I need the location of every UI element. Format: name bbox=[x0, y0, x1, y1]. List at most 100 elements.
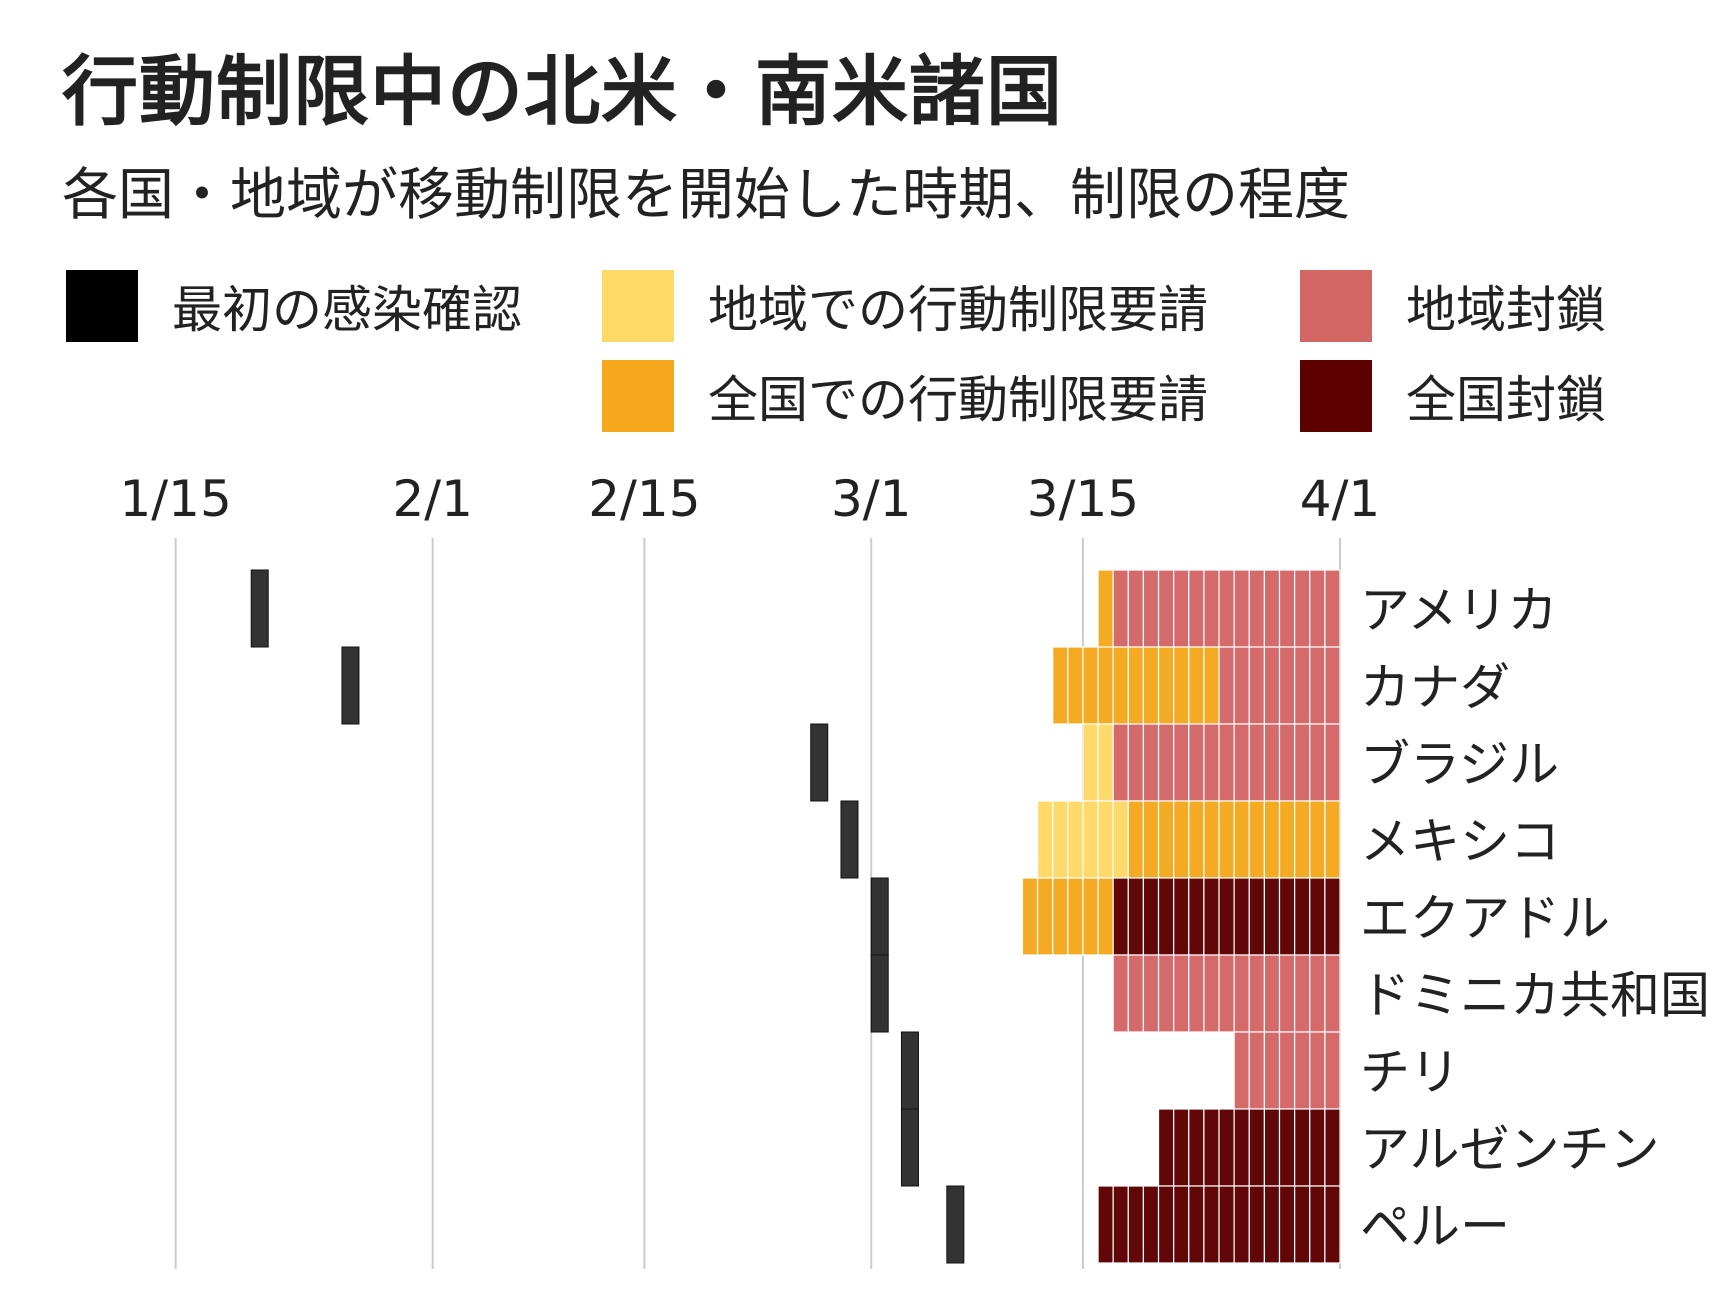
restriction-cell bbox=[1097, 569, 1114, 648]
country-label: エクアドル bbox=[1360, 890, 1610, 948]
restriction-cell bbox=[1278, 1031, 1296, 1110]
restriction-cell bbox=[1248, 877, 1265, 956]
restriction-cell bbox=[1173, 800, 1190, 879]
restriction-cell bbox=[1218, 1185, 1235, 1264]
restriction-cell bbox=[1203, 800, 1220, 879]
restriction-cell bbox=[1309, 1185, 1326, 1264]
restriction-cell bbox=[1082, 877, 1099, 956]
country-label: チリ bbox=[1360, 1044, 1460, 1102]
restriction-cell bbox=[1263, 1108, 1281, 1187]
restriction-cell bbox=[1097, 1185, 1114, 1264]
restriction-cell bbox=[1309, 954, 1326, 1033]
restriction-cell bbox=[1248, 1185, 1265, 1264]
restriction-cell bbox=[1142, 877, 1160, 956]
restriction-cell bbox=[1324, 646, 1341, 725]
restriction-cell bbox=[1278, 1108, 1296, 1187]
restriction-cell bbox=[1112, 800, 1129, 879]
restriction-cell bbox=[1127, 800, 1145, 879]
chart-subtitle: 各国・地域が移動制限を開始した時期、制限の程度 bbox=[62, 163, 1350, 228]
restriction-cell bbox=[1324, 800, 1341, 879]
first-case-marker bbox=[870, 954, 889, 1033]
restriction-cell bbox=[1112, 723, 1129, 802]
restriction-cell bbox=[1294, 1108, 1311, 1187]
restriction-cell bbox=[1142, 954, 1160, 1033]
legend-item-national-request: 全国での行動制限要請 bbox=[602, 360, 1208, 432]
restriction-cell bbox=[1173, 1108, 1190, 1187]
restriction-cell bbox=[1278, 646, 1296, 725]
country-label: ペルー bbox=[1360, 1198, 1510, 1256]
country-label: ドミニカ共和国 bbox=[1360, 967, 1710, 1025]
country-label: アルゼンチン bbox=[1360, 1121, 1660, 1179]
restriction-cell bbox=[1112, 954, 1129, 1033]
restriction-cell bbox=[1127, 569, 1145, 648]
restriction-cell bbox=[1097, 723, 1114, 802]
legend-swatch-regional-request bbox=[602, 270, 674, 342]
restriction-cell bbox=[1218, 800, 1235, 879]
first-case-marker bbox=[840, 800, 859, 879]
restriction-cell bbox=[1233, 877, 1250, 956]
restriction-cell bbox=[1127, 954, 1145, 1033]
restriction-cell bbox=[1157, 800, 1175, 879]
restriction-cell bbox=[1173, 1185, 1190, 1264]
restriction-cell bbox=[1263, 569, 1281, 648]
restriction-cell bbox=[1248, 800, 1265, 879]
restriction-cell bbox=[1203, 646, 1220, 725]
restriction-cell bbox=[1248, 954, 1265, 1033]
restriction-cell bbox=[1248, 723, 1265, 802]
restriction-cell bbox=[1263, 1031, 1281, 1110]
x-tick-label: 2/1 bbox=[392, 470, 472, 528]
restriction-cell bbox=[1294, 569, 1311, 648]
restriction-cell bbox=[1278, 1185, 1296, 1264]
restriction-cell bbox=[1278, 954, 1296, 1033]
restriction-cell bbox=[1157, 1108, 1175, 1187]
country-label: カナダ bbox=[1360, 659, 1510, 717]
restriction-cell bbox=[1188, 569, 1205, 648]
restriction-cell bbox=[1082, 800, 1099, 879]
restriction-cell bbox=[1309, 800, 1326, 879]
restriction-cell bbox=[1188, 877, 1205, 956]
country-label: アメリカ bbox=[1360, 582, 1558, 640]
restriction-cell bbox=[1067, 877, 1084, 956]
restriction-cell bbox=[1248, 646, 1265, 725]
restriction-cell bbox=[1218, 569, 1235, 648]
restriction-cell bbox=[1112, 877, 1129, 956]
legend-item-regional-lockdown: 地域封鎖 bbox=[1300, 270, 1606, 342]
restriction-cell bbox=[1233, 800, 1250, 879]
restriction-cell bbox=[1142, 800, 1160, 879]
restriction-cell bbox=[1127, 1185, 1145, 1264]
restriction-cell bbox=[1036, 800, 1054, 879]
restriction-cell bbox=[1188, 954, 1205, 1033]
restriction-cell bbox=[1324, 723, 1341, 802]
first-case-marker bbox=[946, 1185, 965, 1264]
restriction-cell bbox=[1294, 723, 1311, 802]
restriction-cell bbox=[1097, 646, 1114, 725]
restriction-cell bbox=[1203, 1185, 1220, 1264]
restriction-cell bbox=[1173, 569, 1190, 648]
restriction-cell bbox=[1294, 800, 1311, 879]
restriction-cell bbox=[1218, 646, 1235, 725]
restriction-cell bbox=[1324, 1185, 1341, 1264]
restriction-cell bbox=[1233, 723, 1250, 802]
restriction-cell bbox=[1294, 1031, 1311, 1110]
restriction-cell bbox=[1203, 954, 1220, 1033]
restriction-cell bbox=[1263, 954, 1281, 1033]
restriction-cell bbox=[1173, 877, 1190, 956]
first-case-marker bbox=[341, 646, 360, 725]
restriction-cell bbox=[1142, 723, 1160, 802]
restriction-cell bbox=[1263, 877, 1281, 956]
restriction-cell bbox=[1233, 1108, 1250, 1187]
x-tick-label: 3/15 bbox=[1027, 470, 1139, 528]
restriction-cell bbox=[1097, 800, 1114, 879]
legend-item-national-lockdown: 全国封鎖 bbox=[1300, 360, 1606, 432]
restriction-cell bbox=[1263, 1185, 1281, 1264]
legend-label-first-case: 最初の感染確認 bbox=[172, 281, 522, 339]
legend-label-regional-lockdown: 地域封鎖 bbox=[1406, 281, 1606, 339]
restriction-cell bbox=[1173, 723, 1190, 802]
restriction-cell bbox=[1309, 569, 1326, 648]
legend-item-regional-request: 地域での行動制限要請 bbox=[602, 270, 1208, 342]
restriction-cell bbox=[1188, 646, 1205, 725]
restriction-cell bbox=[1157, 646, 1175, 725]
restriction-cell bbox=[1248, 1031, 1265, 1110]
restriction-cell bbox=[1233, 569, 1250, 648]
restriction-cell bbox=[1203, 569, 1220, 648]
